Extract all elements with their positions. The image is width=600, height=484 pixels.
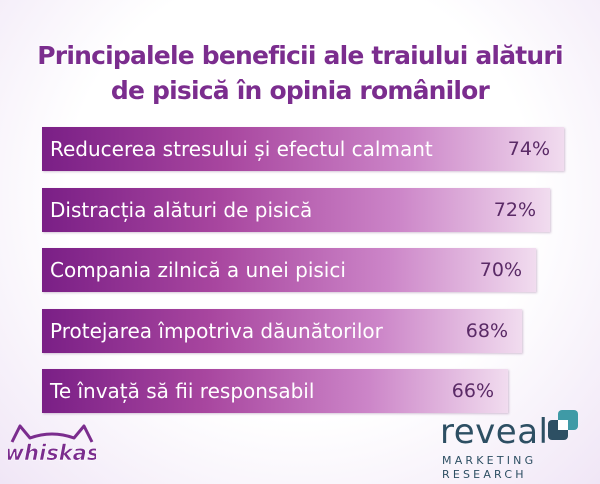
bar-2: Distracția alături de pisică 72%: [42, 187, 550, 232]
whiskas-logo-text: whiskas: [8, 441, 96, 465]
bar-value-label: 72%: [493, 198, 536, 221]
bar-label: Protejarea împotriva dăunătorilor: [50, 318, 383, 343]
reveal-mark-icon: [548, 410, 578, 440]
bar-value-label: 70%: [479, 259, 522, 281]
reveal-logo-word: reveal: [440, 412, 549, 452]
bar-label: Reducerea stresului și efectul calmant: [50, 137, 433, 161]
bar-3: Compania zilnică a unei pisici 70%: [42, 248, 536, 292]
bar-value-label: 74%: [507, 138, 550, 160]
bar-value-label: 68%: [465, 319, 508, 342]
whiskas-logo: whiskas: [8, 424, 96, 465]
reveal-logo: reveal MARKETING RESEARCH: [440, 408, 590, 481]
reveal-logo-line-1: MARKETING: [442, 454, 537, 467]
chart-title-line-2: de pisică în opinia românilor: [110, 76, 490, 105]
bar-label: Compania zilnică a unei pisici: [50, 258, 346, 282]
bar-label: Te învață să fii responsabil: [50, 379, 315, 403]
chart-title-line-1: Principalele beneficii ale traiului alăt…: [37, 41, 563, 70]
chart-title: Principalele beneficii ale traiului alăt…: [0, 38, 600, 108]
bar-4: Protejarea împotriva dăunătorilor 68%: [42, 308, 522, 353]
bar-value-label: 66%: [451, 380, 494, 402]
reveal-logo-line-2: RESEARCH: [442, 468, 527, 481]
bar-5: Te învață să fii responsabil 66%: [42, 369, 508, 413]
bar-1: Reducerea stresului și efectul calmant 74…: [42, 127, 564, 171]
cat-ears-icon: [10, 424, 94, 443]
bar-label: Distracția alături de pisică: [50, 197, 313, 222]
